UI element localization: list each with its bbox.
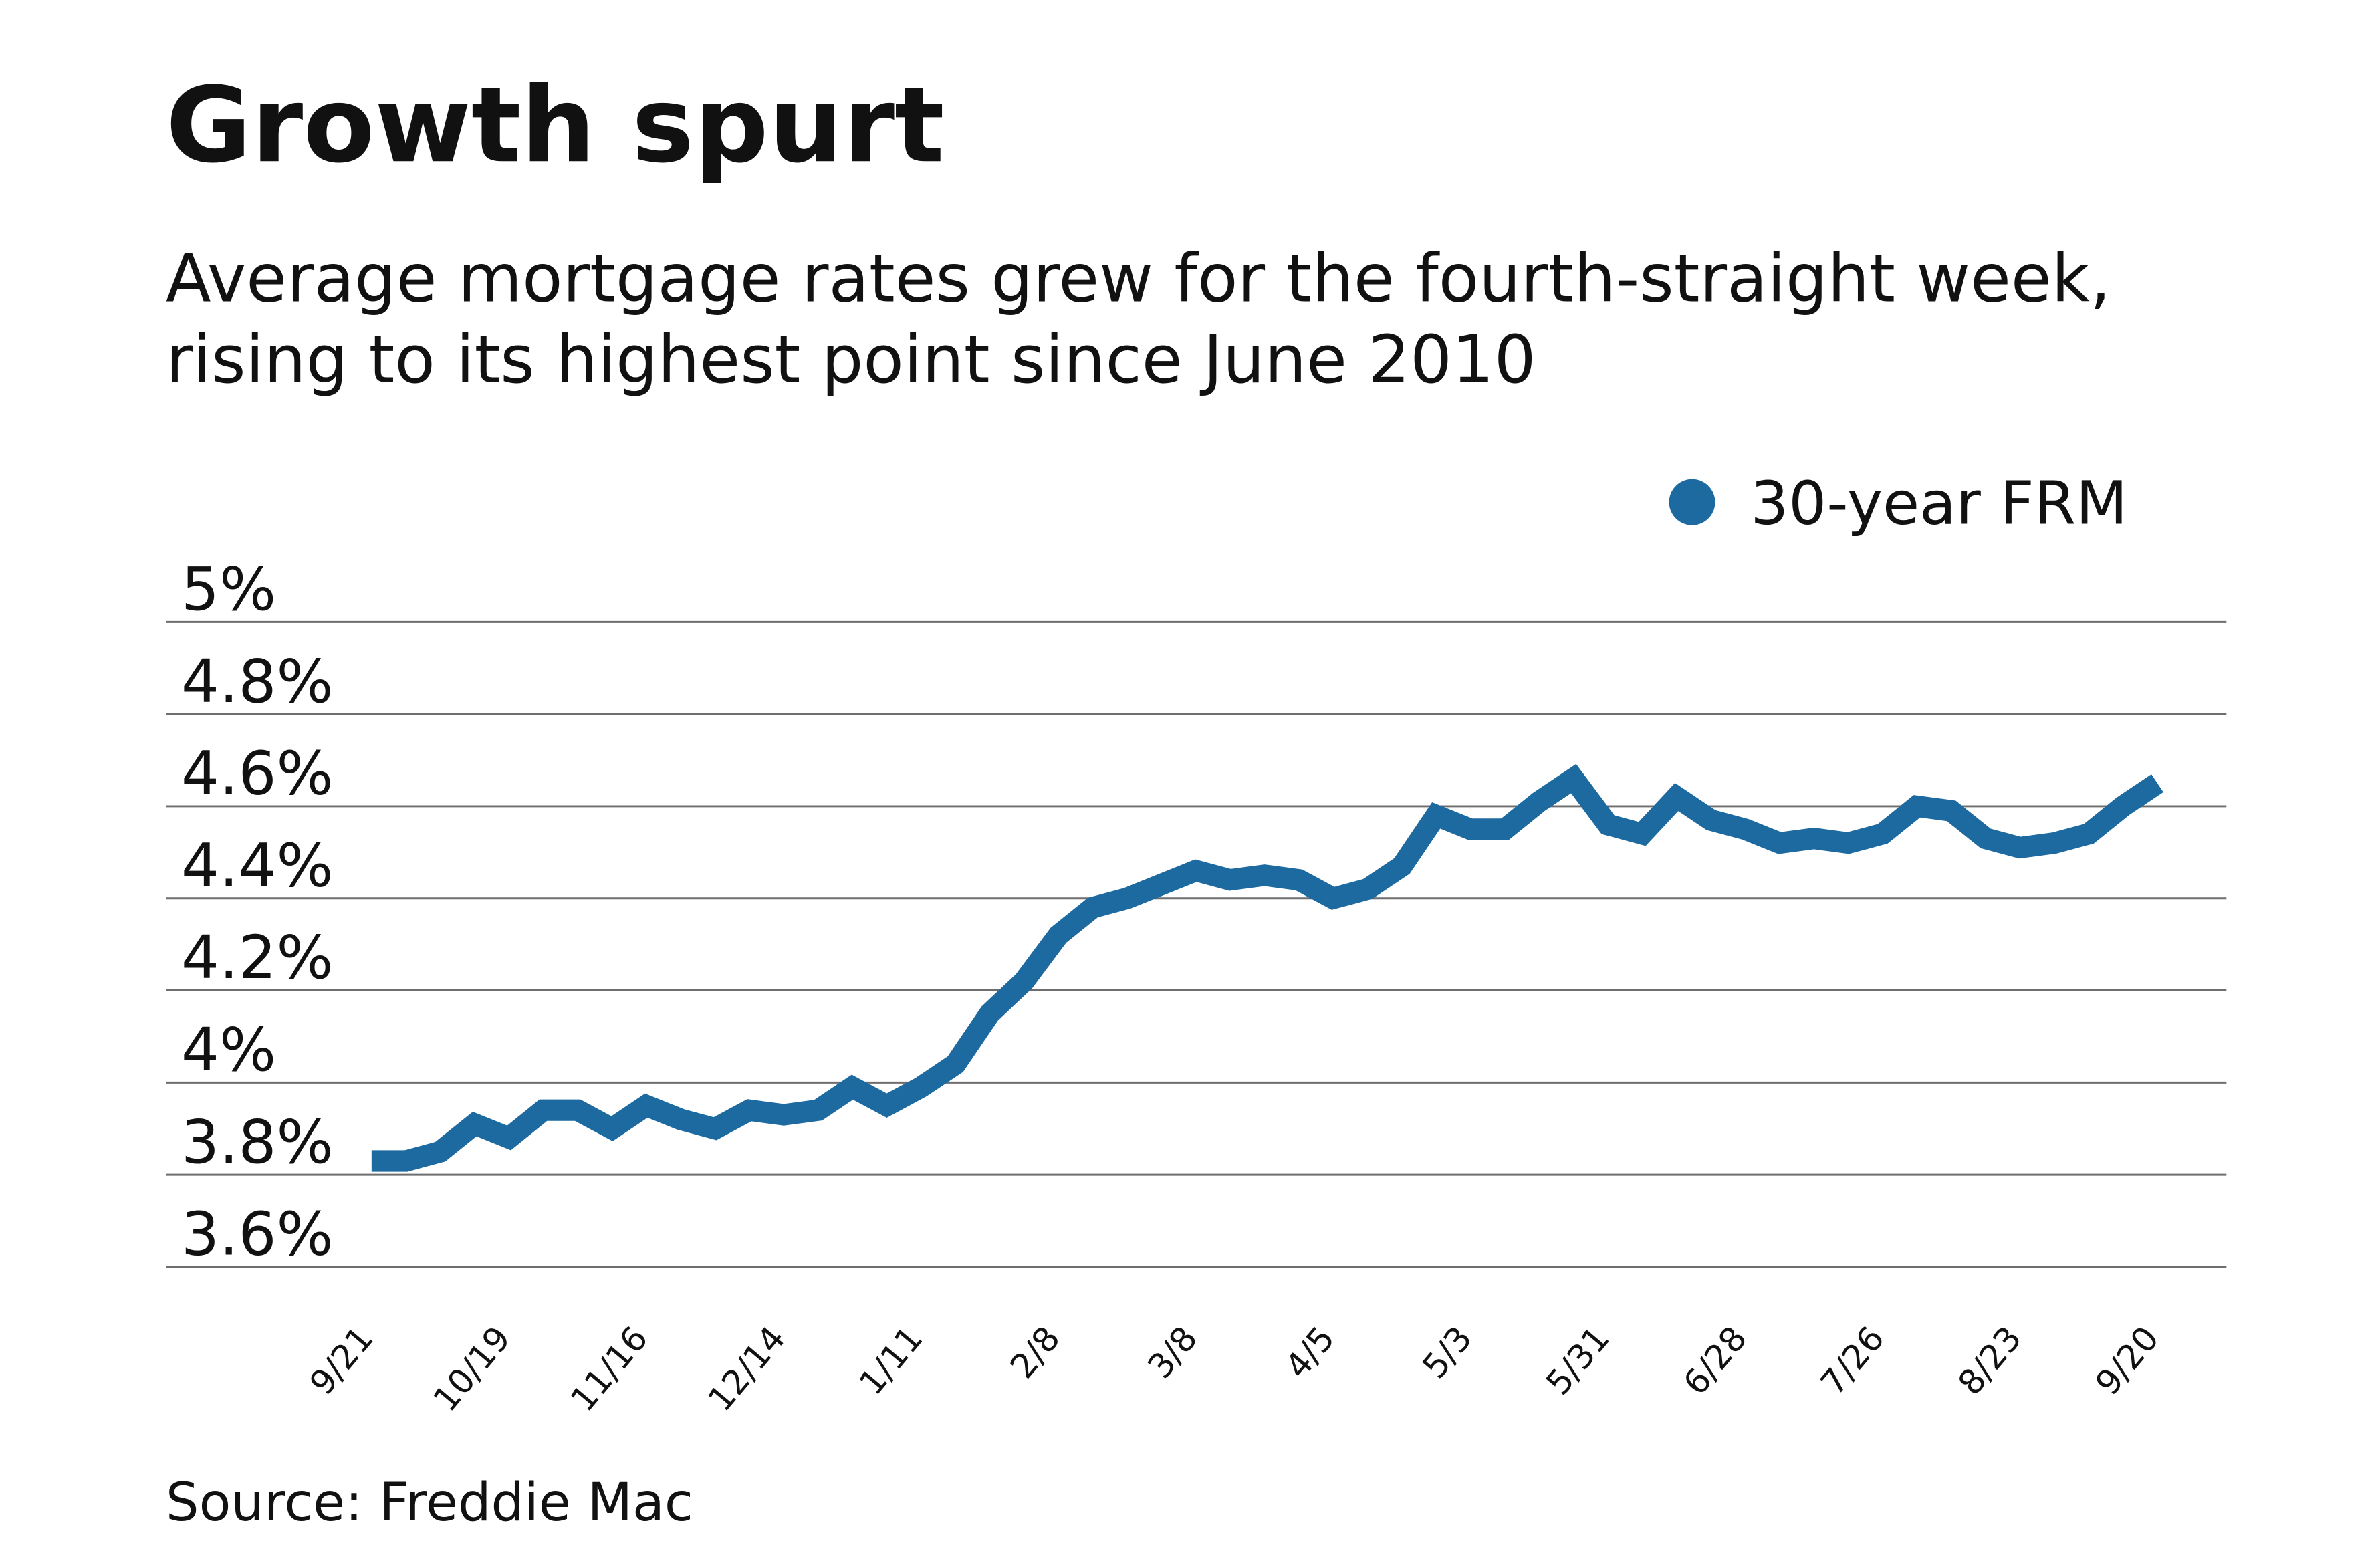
y-tick-label: 4.2% [181,923,334,993]
x-tick-label: 2/8 [1003,1319,1068,1386]
x-tick-label: 6/28 [1675,1319,1754,1403]
x-tick-label: 5/31 [1538,1319,1617,1403]
x-tick-label: 1/11 [851,1319,930,1403]
legend-label: 30-year FRM [1750,469,2127,538]
gridlines [166,620,2227,1268]
y-tick-label: 4.4% [181,831,334,901]
x-axis: 9/21 10/19 11/16 12/14 1/11 2/8 3/8 4/5 5/3 5/31 6… [302,1319,2166,1419]
y-tick-label: 4.8% [181,647,334,717]
x-tick-label: 7/26 [1813,1319,1892,1403]
legend-marker [1669,479,1715,525]
x-tick-label: 4/5 [1277,1319,1342,1386]
series-30-year-frm [371,763,2163,1172]
x-tick-label: 5/3 [1415,1319,1479,1386]
y-tick-label: 5% [181,555,276,624]
x-tick-label: 10/19 [425,1319,518,1419]
legend: 30-year FRM [1669,469,2127,538]
y-tick-label: 3.6% [181,1200,334,1270]
y-tick-label: 4% [181,1016,276,1085]
x-tick-label: 11/16 [563,1319,656,1419]
x-tick-label: 8/23 [1950,1319,2029,1403]
chart-title: Growth spurt [166,64,945,186]
chart-subtitle-line-2: rising to its highest point since June 2… [166,322,1536,398]
y-axis: 3.6% 3.8% 4% 4.2% 4.4% 4.6% 4.8% 5% [181,555,334,1270]
x-tick-label: 12/14 [700,1319,793,1419]
y-tick-label: 4.6% [181,739,334,809]
source-note: Source: Freddie Mac [166,1473,693,1533]
y-tick-label: 3.8% [181,1108,334,1177]
series-line [371,763,2163,1172]
chart-subtitle-line-1: Average mortgage rates grew for the four… [166,240,2111,317]
x-tick-label: 9/20 [2088,1319,2167,1403]
x-tick-label: 9/21 [302,1319,380,1403]
x-tick-label: 3/8 [1140,1319,1205,1386]
